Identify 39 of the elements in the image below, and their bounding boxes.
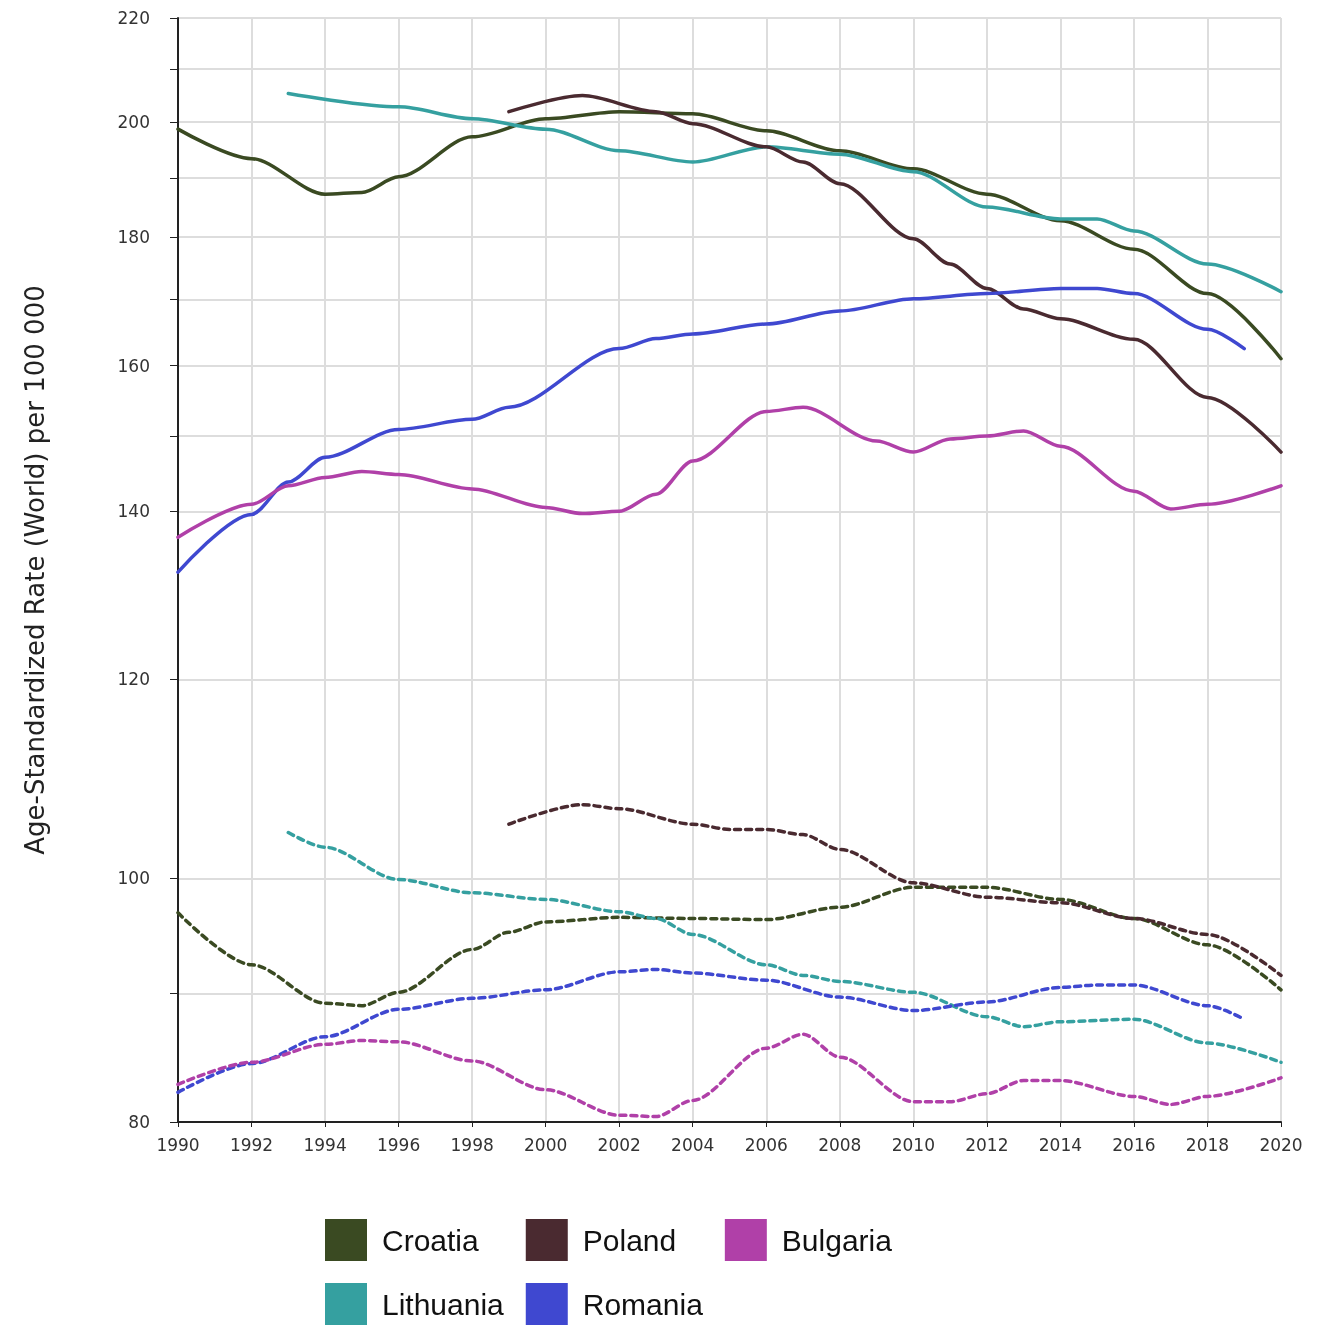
- x-tick-label: 2010: [891, 1134, 935, 1155]
- y-tick-label: 140: [117, 501, 150, 522]
- x-tick-label: 1994: [303, 1134, 347, 1155]
- y-axis-title: Age-Standardized Rate (World) per 100 000: [20, 285, 50, 855]
- y-tick-label: 160: [117, 355, 150, 376]
- legend-label: Romania: [582, 1287, 704, 1321]
- x-tick-label: 2016: [1112, 1134, 1156, 1155]
- x-tick-label: 2000: [524, 1134, 568, 1155]
- y-tick-label: 80: [128, 1112, 150, 1132]
- line-series: [286, 830, 1283, 1065]
- y-tick-label: 200: [117, 112, 150, 133]
- line-series: [286, 91, 1283, 294]
- y-tick-label: 120: [117, 669, 150, 690]
- x-tick-label: 2004: [671, 1134, 715, 1155]
- x-tick-label: 1992: [229, 1134, 274, 1155]
- legend-label: Bulgaria: [781, 1223, 893, 1257]
- x-tick-label: 2006: [744, 1134, 788, 1155]
- y-tick-label: 220: [117, 8, 150, 28]
- x-tick-label: 1990: [156, 1134, 200, 1155]
- x-tick-label: 2018: [1185, 1134, 1230, 1155]
- x-tick-label: 2020: [1259, 1134, 1303, 1155]
- line-series: [507, 802, 1283, 978]
- line-series: [176, 405, 1283, 540]
- legend-label: Lithuania: [382, 1287, 505, 1321]
- x-tick-label: 2014: [1038, 1134, 1083, 1155]
- x-tick-label: 2008: [818, 1134, 862, 1155]
- line-series: [176, 885, 1283, 1008]
- x-tick-label: 2002: [597, 1134, 641, 1155]
- x-tick-label: 1996: [376, 1134, 421, 1155]
- line-series: [176, 286, 1246, 574]
- x-tick-label: 2012: [965, 1134, 1009, 1155]
- y-tick-label: 100: [117, 868, 150, 889]
- line-series: [176, 109, 1283, 361]
- legend-label: Poland: [582, 1223, 677, 1257]
- line-series: [507, 93, 1283, 454]
- y-tick-label: 180: [117, 227, 150, 247]
- x-tick-label: 1998: [450, 1134, 494, 1155]
- legend-label: Croatia: [382, 1223, 480, 1257]
- line-series: [176, 1032, 1283, 1119]
